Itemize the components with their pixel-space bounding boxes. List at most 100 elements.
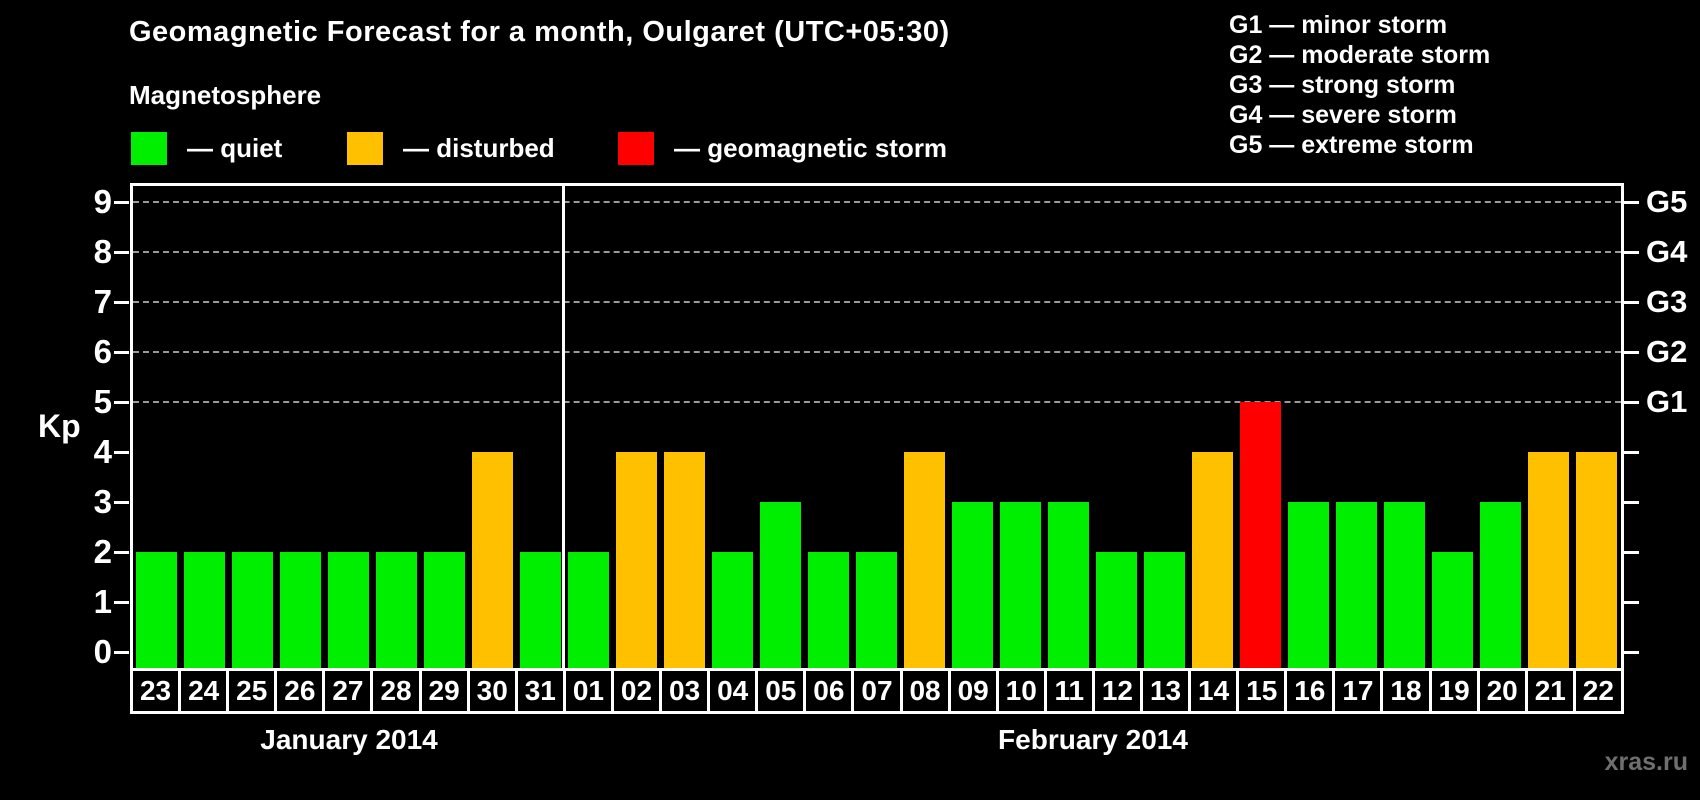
legend-label-disturbed: — disturbed bbox=[403, 133, 555, 163]
quiet-swatch bbox=[131, 132, 167, 165]
y-tick-left-3 bbox=[114, 501, 129, 504]
magnetosphere-legend-heading: Magnetosphere bbox=[129, 80, 322, 110]
g-scale-line-3: G3 — strong storm bbox=[1229, 71, 1456, 99]
bar-day-10 bbox=[1000, 502, 1041, 668]
g-axis-label-G4: G4 bbox=[1646, 234, 1688, 269]
y-tick-left-4 bbox=[114, 451, 129, 454]
bar-day-13 bbox=[1144, 552, 1185, 668]
day-cell-17: 17 bbox=[1335, 668, 1384, 714]
day-label-row: 23 24 25 26 27 28 29 30 31 01 02 03 04 05 06 07 08 09 10 11… bbox=[130, 668, 1624, 714]
day-cell-29: 29 bbox=[421, 668, 470, 714]
y-axis-title: Kp bbox=[38, 408, 81, 444]
day-cell-24: 24 bbox=[181, 668, 230, 714]
bar-day-09 bbox=[952, 502, 993, 668]
day-cell-25: 25 bbox=[229, 668, 278, 714]
y-tick-label-6: 6 bbox=[93, 333, 112, 370]
g-scale-line-2: G2 — moderate storm bbox=[1229, 41, 1491, 69]
day-cell-20: 20 bbox=[1479, 668, 1528, 714]
bar-day-14 bbox=[1192, 452, 1233, 668]
day-cell-18: 18 bbox=[1383, 668, 1432, 714]
bar-day-19 bbox=[1432, 552, 1473, 668]
gridline-kp-8 bbox=[133, 251, 1621, 253]
day-cell-05: 05 bbox=[758, 668, 807, 714]
bar-day-27 bbox=[328, 552, 369, 668]
month-separator bbox=[562, 186, 565, 668]
bar-day-25 bbox=[232, 552, 273, 668]
bar-day-04 bbox=[712, 552, 753, 668]
legend-label-quiet: — quiet bbox=[187, 133, 283, 163]
day-cell-10: 10 bbox=[998, 668, 1047, 714]
g-axis-label-G2: G2 bbox=[1646, 334, 1688, 369]
bar-day-17 bbox=[1336, 502, 1377, 668]
g-axis-label-G3: G3 bbox=[1646, 284, 1688, 319]
legend-item-storm: — geomagnetic storm bbox=[618, 131, 947, 166]
day-cell-16: 16 bbox=[1287, 668, 1336, 714]
disturbed-swatch bbox=[347, 132, 383, 165]
y-tick-right-2 bbox=[1624, 551, 1639, 554]
y-tick-right-9 bbox=[1624, 201, 1639, 204]
day-cell-04: 04 bbox=[710, 668, 759, 714]
y-tick-right-5 bbox=[1624, 401, 1639, 404]
y-tick-label-1: 1 bbox=[93, 583, 112, 620]
y-tick-right-0 bbox=[1624, 651, 1639, 654]
y-tick-left-7 bbox=[114, 301, 129, 304]
day-cell-14: 14 bbox=[1191, 668, 1240, 714]
bar-day-03 bbox=[664, 452, 705, 668]
y-tick-label-0: 0 bbox=[93, 633, 112, 670]
y-tick-label-2: 2 bbox=[93, 533, 112, 570]
month-label-2: February 2014 bbox=[998, 724, 1188, 755]
legend-item-quiet: — quiet bbox=[131, 131, 282, 166]
bar-day-23 bbox=[136, 552, 177, 668]
g-axis-label-G1: G1 bbox=[1646, 384, 1688, 419]
y-tick-right-1 bbox=[1624, 601, 1639, 604]
y-tick-label-3: 3 bbox=[93, 483, 112, 520]
day-cell-07: 07 bbox=[854, 668, 903, 714]
bar-day-30 bbox=[472, 452, 513, 668]
bar-day-05 bbox=[760, 502, 801, 668]
bar-day-12 bbox=[1096, 552, 1137, 668]
day-cell-08: 08 bbox=[902, 668, 951, 714]
bar-day-06 bbox=[808, 552, 849, 668]
day-cell-23: 23 bbox=[130, 668, 182, 714]
bar-day-08 bbox=[904, 452, 945, 668]
y-tick-label-8: 8 bbox=[93, 233, 112, 270]
month-label-row: January 2014 February 2014 bbox=[130, 724, 1624, 764]
day-cell-01: 01 bbox=[565, 668, 614, 714]
bar-day-28 bbox=[376, 552, 417, 668]
y-tick-label-4: 4 bbox=[93, 433, 112, 470]
y-tick-right-4 bbox=[1624, 451, 1639, 454]
day-cell-11: 11 bbox=[1046, 668, 1095, 714]
bar-day-07 bbox=[856, 552, 897, 668]
day-cell-31: 31 bbox=[517, 668, 566, 714]
y-tick-left-5 bbox=[114, 401, 129, 404]
bar-day-11 bbox=[1048, 502, 1089, 668]
storm-swatch bbox=[618, 132, 654, 165]
watermark: xras.ru bbox=[1604, 748, 1688, 776]
y-tick-right-7 bbox=[1624, 301, 1639, 304]
gridline-kp-5 bbox=[133, 401, 1621, 403]
bar-day-29 bbox=[424, 552, 465, 668]
g-scale-line-4: G4 — severe storm bbox=[1229, 101, 1457, 129]
g-axis-label-G5: G5 bbox=[1646, 184, 1688, 219]
bar-day-31 bbox=[520, 552, 561, 668]
y-tick-left-9 bbox=[114, 201, 129, 204]
month-label-1: January 2014 bbox=[260, 724, 438, 755]
g-scale-legend: G1 — minor storm G2 — moderate storm G3 — … bbox=[1229, 10, 1490, 160]
y-tick-label-5: 5 bbox=[93, 383, 112, 420]
bar-day-02 bbox=[616, 452, 657, 668]
day-cell-21: 21 bbox=[1527, 668, 1576, 714]
day-cell-15: 15 bbox=[1239, 668, 1288, 714]
day-cell-02: 02 bbox=[613, 668, 663, 714]
day-cell-26: 26 bbox=[277, 668, 326, 714]
bar-day-21 bbox=[1528, 452, 1569, 668]
day-cell-12: 12 bbox=[1094, 668, 1143, 714]
day-cell-30: 30 bbox=[469, 668, 518, 714]
y-tick-right-8 bbox=[1624, 251, 1639, 254]
chart-title: Geomagnetic Forecast for a month, Oulgar… bbox=[129, 16, 950, 48]
y-tick-left-2 bbox=[114, 551, 129, 554]
legend-item-disturbed: — disturbed bbox=[347, 131, 555, 166]
bar-day-20 bbox=[1480, 502, 1521, 668]
y-tick-left-8 bbox=[114, 251, 129, 254]
y-tick-label-7: 7 bbox=[93, 283, 112, 320]
day-cell-03: 03 bbox=[662, 668, 711, 714]
